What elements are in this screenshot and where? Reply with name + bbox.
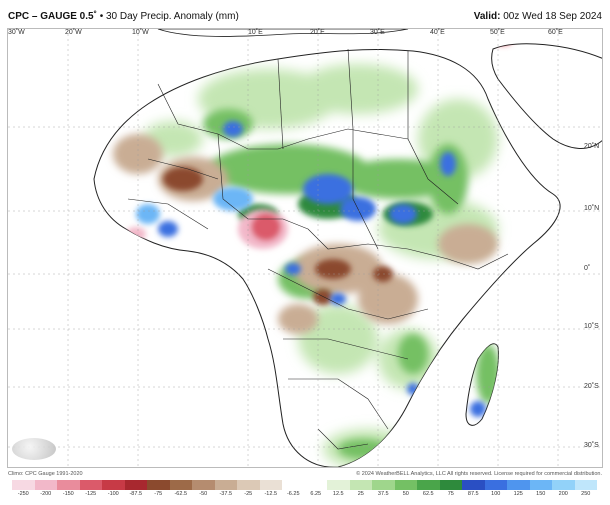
map-panel[interactable] — [7, 28, 603, 468]
colorbar-tick-label: 50 — [402, 491, 409, 497]
colorbar-tick-label: -37.5 — [219, 491, 233, 497]
colorbar-tick-label: 25 — [357, 491, 364, 497]
colorbar-tick-label: -87.5 — [129, 491, 143, 497]
colorbar-swatch — [507, 480, 530, 490]
colorbar-swatch — [372, 480, 395, 490]
anomaly-shading — [113, 43, 554, 467]
wet-blue-patches — [136, 121, 554, 417]
weatherbell-logo — [12, 438, 56, 460]
colorbar-tick-label: 75 — [447, 491, 454, 497]
colorbar-tick-label: -12.5 — [264, 491, 278, 497]
map-title: CPC – GAUGE 0.5˚ • 30 Day Precip. Anomal… — [8, 11, 239, 22]
colorbar-swatch — [79, 480, 102, 490]
colorbar-tick-label: -200 — [40, 491, 52, 497]
colorbar-tick-label: 12.5 — [332, 491, 344, 497]
lat-label-20s: 20˚S — [584, 383, 599, 390]
colorbar-tick-label: 125 — [513, 491, 523, 497]
colorbar-swatch — [214, 480, 237, 490]
colorbar-tick-label: -125 — [85, 491, 97, 497]
colorbar-tick-label: 250 — [581, 491, 591, 497]
lon-label-10e: 10˚E — [248, 29, 263, 36]
colorbar-tick-label: 6.25 — [310, 491, 322, 497]
colorbar-swatch — [349, 480, 372, 490]
header-bar: CPC – GAUGE 0.5˚ • 30 Day Precip. Anomal… — [0, 0, 610, 28]
lat-label-30s: 30˚S — [584, 442, 599, 449]
colorbar-tick-label: 150 — [536, 491, 546, 497]
colorbar-swatch — [552, 480, 575, 490]
colorbar-tick-label: -50 — [199, 491, 208, 497]
colorbar-swatch — [169, 480, 192, 490]
lon-label-30e: 30˚E — [370, 29, 385, 36]
copyright-note: © 2024 WeatherBELL Analytics, LLC All ri… — [356, 471, 602, 477]
colorbar-swatch — [259, 480, 282, 490]
colorbar-swatch — [57, 480, 80, 490]
lat-label-20n: 20˚N — [584, 143, 600, 150]
valid-label: Valid: — [473, 11, 501, 22]
colorbar-tick-label: -25 — [244, 491, 253, 497]
colorbar-swatch — [484, 480, 507, 490]
colorbar-swatch — [439, 480, 462, 490]
valid-time: Valid: 00z Wed 18 Sep 2024 — [474, 11, 602, 22]
colorbar-swatch — [12, 480, 35, 490]
lon-label-10w: 10˚W — [132, 29, 149, 36]
colorbar-swatch — [304, 480, 327, 490]
lon-label-30w: 30˚W — [8, 29, 25, 36]
lon-label-50e: 50˚E — [490, 29, 505, 36]
colorbar-swatch — [462, 480, 485, 490]
valid-value: 00z Wed 18 Sep 2024 — [503, 11, 602, 22]
colorbar-swatch — [574, 480, 597, 490]
colorbar-swatch — [529, 480, 552, 490]
lat-label-10s: 10˚S — [584, 323, 599, 330]
colorbar-tick-label: 62.5 — [422, 491, 434, 497]
colorbar-swatch — [102, 480, 125, 490]
colorbar — [12, 480, 597, 490]
lat-label-10n: 10˚N — [584, 205, 600, 212]
lat-label-0: 0˚ — [584, 265, 591, 272]
graticule — [8, 29, 602, 467]
climo-note: Climo: CPC Gauge 1991-2020 — [8, 471, 83, 477]
colorbar-swatch — [394, 480, 417, 490]
colorbar-tick-label: -100 — [107, 491, 119, 497]
colorbar-ticks: -250 -200 -150 -125 -100 -87.5 -75 -62.5 -50 -37.… — [12, 491, 597, 501]
colorbar-swatch — [237, 480, 260, 490]
lon-label-60e: 60˚E — [548, 29, 563, 36]
lon-label-40e: 40˚E — [430, 29, 445, 36]
colorbar-tick-label: -75 — [154, 491, 163, 497]
model-name: CPC – GAUGE 0.5˚ — [8, 11, 97, 22]
colorbar-swatch — [147, 480, 170, 490]
lon-label-20e: 20˚E — [310, 29, 325, 36]
precip-anomaly-map — [8, 29, 602, 467]
colorbar-tick-label: 87.5 — [467, 491, 479, 497]
colorbar-swatch — [34, 480, 57, 490]
colorbar-swatch — [192, 480, 215, 490]
colorbar-tick-label: 100 — [491, 491, 501, 497]
lon-label-20w: 20˚W — [65, 29, 82, 36]
colorbar-swatch — [124, 480, 147, 490]
product-name: • 30 Day Precip. Anomaly (mm) — [99, 11, 239, 22]
colorbar-swatch — [417, 480, 440, 490]
colorbar-tick-label: 200 — [558, 491, 568, 497]
colorbar-swatch — [327, 480, 350, 490]
colorbar-tick-label: -62.5 — [174, 491, 188, 497]
colorbar-tick-label: -6.25 — [286, 491, 300, 497]
colorbar-tick-label: -150 — [62, 491, 74, 497]
colorbar-swatch — [282, 480, 305, 490]
colorbar-tick-label: -250 — [17, 491, 29, 497]
colorbar-tick-label: 37.5 — [377, 491, 389, 497]
